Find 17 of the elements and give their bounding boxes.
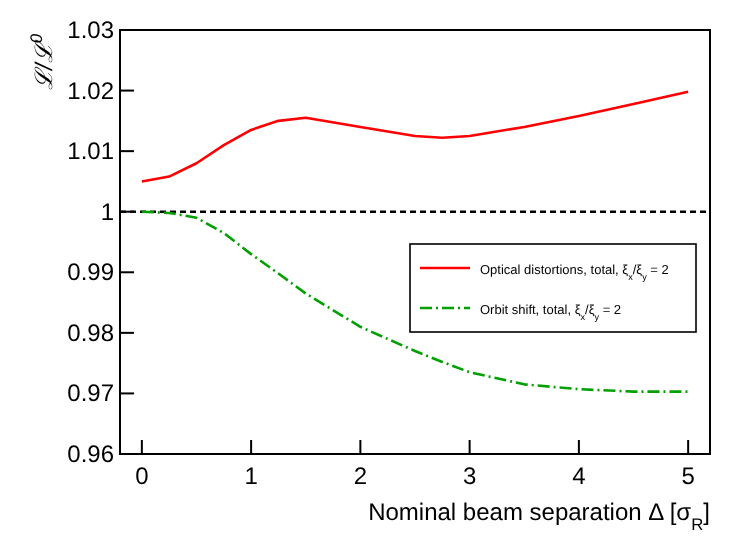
y-tick-label: 1.03	[67, 16, 115, 44]
y-tick-label: 1.02	[67, 76, 115, 105]
x-tick-label: 3	[462, 462, 477, 490]
x-tick-label: 2	[353, 462, 368, 490]
x-tick-label: 4	[572, 462, 587, 490]
x-axis-title: Nominal beam separation Δ [σ$_{R}$]	[368, 498, 710, 534]
line-series	[140, 90, 690, 183]
x-tick-label: 0	[135, 462, 150, 490]
line-series	[140, 210, 690, 393]
x-tick-label: 1	[244, 462, 259, 490]
x-tick-label: 5	[681, 462, 696, 490]
y-tick-label: 1	[100, 197, 115, 226]
y-tick-label: 0.99	[67, 258, 115, 287]
y-tick-label: 0.96	[67, 440, 115, 468]
y-tick-label: 0.98	[67, 318, 115, 347]
y-tick-label: 0.97	[67, 379, 115, 408]
y-tick-label: 1.01	[67, 137, 115, 166]
